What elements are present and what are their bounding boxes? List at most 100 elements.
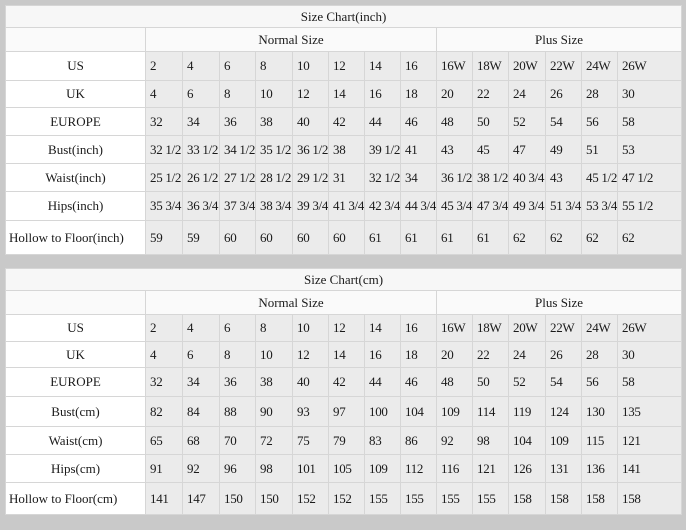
size-value-cell: 65 (145, 426, 183, 455)
table-row: Hips(cm) 91 92 96 98 101 105 109 112 116 121 126 131… (5, 454, 683, 483)
row-label: Waist(inch) (5, 163, 146, 192)
size-value-cell: 18 (400, 341, 437, 368)
size-chart-inch: Size Chart(inch) Normal Size Plus Size US 2 4… (4, 5, 683, 255)
size-value-cell: 30 (616, 341, 683, 368)
size-value-cell: 58 (616, 107, 683, 136)
size-value-cell: 10 (255, 341, 293, 368)
table-row: Hollow to Floor(cm) 141 147 150 150 152 152 155… (5, 482, 683, 515)
size-value-cell: 14 (364, 51, 401, 81)
size-value-cell: 35 1/2 (255, 135, 293, 164)
size-value-cell: 155 (436, 482, 473, 515)
size-value-cell: 36 1/2 (436, 163, 473, 192)
size-value-cell: 2 (145, 51, 183, 81)
size-value-cell: 38 1/2 (472, 163, 509, 192)
table-row: Bust(inch) 32 1/2 33 1/2 34 1/2 35 1/2 36 1/2… (5, 135, 683, 164)
size-value-cell: 6 (182, 80, 220, 108)
size-value-cell: 18 (400, 80, 437, 108)
size-value-cell: 61 (400, 220, 437, 255)
size-value-cell: 36 1/2 (292, 135, 329, 164)
size-value-cell: 54 (545, 367, 582, 397)
size-value-cell: 4 (145, 341, 183, 368)
row-label: US (5, 314, 146, 342)
empty-header-cell (5, 27, 146, 52)
size-value-cell: 98 (255, 454, 293, 483)
size-value-cell: 32 1/2 (364, 163, 401, 192)
size-value-cell: 109 (545, 426, 582, 455)
size-value-cell: 83 (364, 426, 401, 455)
size-value-cell: 33 1/2 (182, 135, 220, 164)
size-value-cell: 24 (508, 80, 546, 108)
size-value-cell: 20W (508, 314, 546, 342)
size-value-cell: 121 (616, 426, 683, 455)
row-label: Hollow to Floor(cm) (5, 482, 146, 515)
size-value-cell: 12 (328, 314, 365, 342)
size-value-cell: 61 (364, 220, 401, 255)
size-value-cell: 22W (545, 51, 582, 81)
size-value-cell: 49 (545, 135, 582, 164)
size-value-cell: 56 (581, 107, 618, 136)
size-value-cell: 100 (364, 396, 401, 427)
size-value-cell: 10 (255, 80, 293, 108)
size-value-cell: 45 1/2 (581, 163, 618, 192)
size-value-cell: 26 (545, 80, 582, 108)
size-value-cell: 42 3/4 (364, 191, 401, 221)
table-row: Bust(cm) 82 84 88 90 93 97 100 104 109 114 119 124 13… (5, 396, 683, 427)
size-value-cell: 22 (472, 341, 509, 368)
size-value-cell: 141 (616, 454, 683, 483)
size-value-cell: 60 (292, 220, 329, 255)
table-row: UK 4 6 8 10 12 14 16 18 20 22 24 26 28 30 (5, 341, 683, 368)
size-value-cell: 50 (472, 367, 509, 397)
size-value-cell: 26 (545, 341, 582, 368)
size-value-cell: 121 (472, 454, 509, 483)
table-row: EUROPE 32 34 36 38 40 42 44 46 48 50 52 54 56 58 (5, 367, 683, 397)
table-row: US 2 4 6 8 10 12 14 16 16W 18W 20W 22W 24W 26W (5, 314, 683, 342)
row-label: UK (5, 341, 146, 368)
size-value-cell: 6 (182, 341, 220, 368)
size-value-cell: 48 (436, 367, 473, 397)
size-value-cell: 44 3/4 (400, 191, 437, 221)
size-value-cell: 40 3/4 (508, 163, 546, 192)
size-value-cell: 141 (145, 482, 183, 515)
size-value-cell: 14 (328, 341, 365, 368)
size-value-cell: 130 (581, 396, 618, 427)
size-chart-cm: Size Chart(cm) Normal Size Plus Size US 2 4 6 8… (4, 268, 683, 515)
size-value-cell: 30 (616, 80, 683, 108)
size-value-cell: 27 1/2 (219, 163, 256, 192)
size-value-cell: 158 (508, 482, 546, 515)
size-value-cell: 34 (182, 367, 220, 397)
size-value-cell: 28 (581, 341, 618, 368)
size-value-cell: 20 (436, 341, 473, 368)
row-label: Hollow to Floor(inch) (5, 220, 146, 255)
size-value-cell: 82 (145, 396, 183, 427)
size-value-cell: 55 1/2 (616, 191, 683, 221)
size-value-cell: 12 (292, 341, 329, 368)
size-value-cell: 60 (219, 220, 256, 255)
size-value-cell: 43 (436, 135, 473, 164)
size-value-cell: 131 (545, 454, 582, 483)
size-value-cell: 20W (508, 51, 546, 81)
size-value-cell: 75 (292, 426, 329, 455)
size-value-cell: 62 (545, 220, 582, 255)
size-value-cell: 26W (616, 51, 683, 81)
size-value-cell: 24 (508, 341, 546, 368)
size-value-cell: 90 (255, 396, 293, 427)
size-value-cell: 18W (472, 51, 509, 81)
size-value-cell: 16W (436, 314, 473, 342)
size-value-cell: 25 1/2 (145, 163, 183, 192)
size-value-cell: 47 3/4 (472, 191, 509, 221)
size-value-cell: 42 (328, 107, 365, 136)
size-value-cell: 26W (616, 314, 683, 342)
chart-title: Size Chart(cm) (4, 268, 683, 291)
size-value-cell: 22 (472, 80, 509, 108)
size-value-cell: 20 (436, 80, 473, 108)
size-value-cell: 34 (182, 107, 220, 136)
size-value-cell: 2 (145, 314, 183, 342)
size-value-cell: 41 3/4 (328, 191, 365, 221)
size-value-cell: 10 (292, 314, 329, 342)
size-value-cell: 158 (545, 482, 582, 515)
size-value-cell: 16 (400, 314, 437, 342)
size-value-cell: 112 (400, 454, 437, 483)
size-value-cell: 12 (292, 80, 329, 108)
size-value-cell: 42 (328, 367, 365, 397)
group-header-normal: Normal Size (145, 27, 437, 52)
